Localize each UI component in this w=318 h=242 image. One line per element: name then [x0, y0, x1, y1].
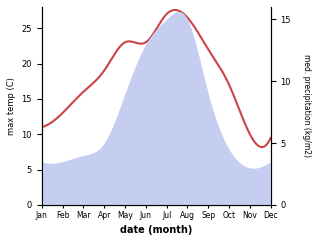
Y-axis label: max temp (C): max temp (C)	[7, 77, 16, 135]
X-axis label: date (month): date (month)	[120, 225, 192, 235]
Y-axis label: med. precipitation (kg/m2): med. precipitation (kg/m2)	[302, 54, 311, 158]
